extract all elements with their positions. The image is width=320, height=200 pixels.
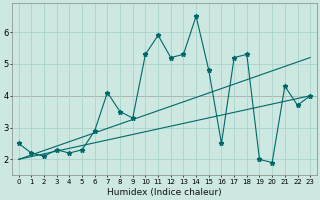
X-axis label: Humidex (Indice chaleur): Humidex (Indice chaleur) bbox=[107, 188, 222, 197]
